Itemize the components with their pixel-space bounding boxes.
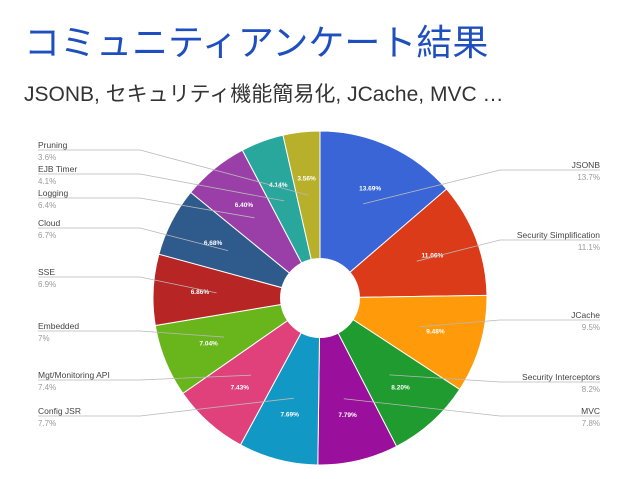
slide-subtitle: JSONB, セキュリティ機能簡易化, JCache, MVC … — [24, 83, 504, 106]
legend-percent: 6.7% — [38, 231, 56, 240]
leader-line — [38, 197, 255, 219]
slice-value-label: 7.79% — [338, 412, 357, 419]
legend-percent: 7% — [38, 334, 50, 343]
leader-line — [38, 397, 294, 417]
leader-line — [419, 319, 600, 328]
legend-percent: 9.5% — [582, 323, 600, 332]
legend-label-jsonb: JSONB — [572, 160, 601, 170]
donut-hole — [280, 258, 360, 338]
leader-line — [38, 149, 309, 196]
leader-line — [38, 173, 285, 202]
slice-value-label: 7.04% — [199, 340, 218, 347]
legend-label-cloud: Cloud — [38, 218, 60, 228]
legend-label-security-interceptors: Security Interceptors — [522, 372, 600, 382]
slice-value-label: 6.40% — [235, 202, 254, 209]
legend-percent: 3.6% — [38, 153, 56, 162]
legend-label-jcache: JCache — [571, 310, 600, 320]
legend-label-logging: Logging — [38, 188, 69, 198]
slice-value-label: 13.69% — [359, 186, 381, 193]
legend-percent: 13.7% — [577, 173, 600, 182]
leader-line — [38, 374, 251, 381]
slice-value-label: 7.43% — [231, 385, 250, 392]
leader-line — [389, 374, 600, 383]
legend-label-mvc: MVC — [581, 406, 600, 416]
slice-security-simplification — [318, 188, 488, 299]
leader-line — [416, 239, 600, 262]
legend-label-embedded: Embedded — [38, 321, 79, 331]
slice-jcache — [318, 294, 488, 391]
slice-value-label: 6.68% — [204, 240, 223, 247]
legend-percent: 8.2% — [582, 385, 600, 394]
slice-value-label: 9.48% — [426, 328, 445, 335]
legend-percent: 6.4% — [38, 201, 56, 210]
legend-percent: 7.8% — [582, 419, 600, 428]
slice-pruning — [282, 130, 321, 299]
slice-value-label: 4.14% — [269, 182, 288, 189]
legend-label-sse: SSE — [38, 267, 55, 277]
legend-percent: 6.9% — [38, 280, 56, 289]
slide-title: コミュニティアンケート結果 — [24, 23, 489, 64]
legend-percent: 7.4% — [38, 383, 56, 392]
leader-line — [38, 227, 229, 252]
donut-chart: 13.69% 11.06% 9.48% 8.20% 7.79% 7.69% 7.43% 7.0… — [38, 130, 601, 466]
slice-value-label: 11.06% — [422, 252, 444, 259]
leader-line — [38, 276, 217, 294]
slice-value-label: 3.56% — [297, 176, 316, 183]
legend-percent: 4.1% — [38, 177, 56, 186]
legend-label-config-jsr: Config JSR — [38, 406, 81, 416]
legend-label-pruning: Pruning — [38, 140, 68, 150]
legend-label-ejb-timer: EJB Timer — [38, 164, 77, 174]
slice-value-label: 8.20% — [391, 384, 410, 391]
slice-value-label: 7.69% — [280, 411, 299, 418]
slice-value-label: 6.86% — [191, 289, 210, 296]
legend-label-mgt-monitoring-api: Mgt/Monitoring API — [38, 370, 110, 380]
leader-line — [363, 169, 600, 205]
legend-percent: 11.1% — [578, 243, 600, 252]
leader-line — [343, 398, 600, 417]
legend-percent: 7.7% — [38, 419, 56, 428]
slice-jsonb — [319, 130, 448, 300]
leader-line — [38, 330, 225, 338]
legend-label-security-simplification: Security Simplification — [517, 230, 600, 240]
